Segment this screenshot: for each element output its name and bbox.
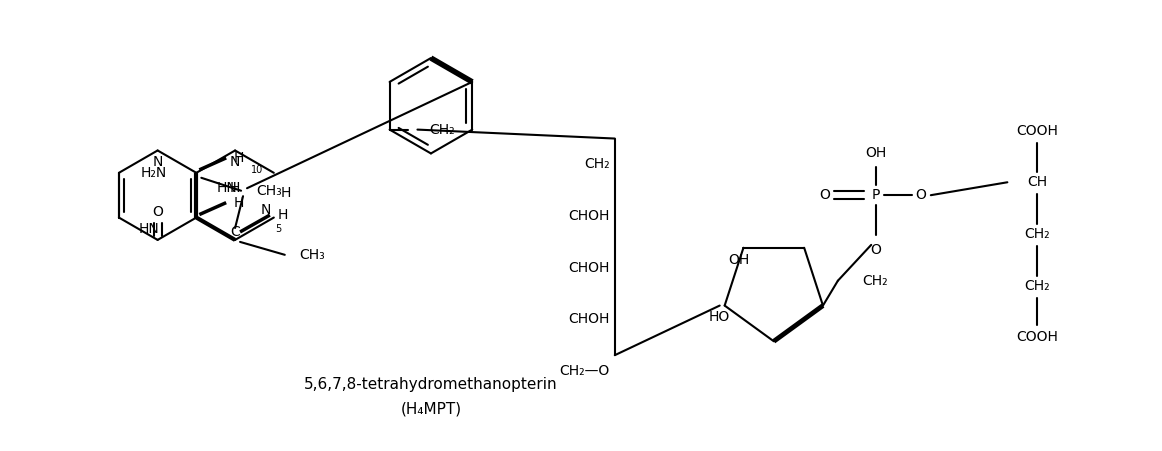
Text: OH: OH (727, 253, 749, 267)
Text: C: C (230, 225, 241, 239)
Text: CH₂: CH₂ (1025, 279, 1050, 293)
Text: O: O (916, 188, 926, 202)
Text: P: P (872, 188, 881, 202)
Text: H: H (234, 151, 244, 165)
Text: COOH: COOH (1017, 124, 1059, 138)
Text: HN: HN (138, 222, 159, 236)
Text: H₂N: H₂N (141, 166, 166, 180)
Text: CH₂: CH₂ (430, 123, 456, 137)
Text: O: O (819, 188, 830, 202)
Text: CHOH: CHOH (568, 313, 610, 327)
Text: CH: CH (1027, 175, 1047, 189)
Text: OH: OH (866, 147, 887, 161)
Text: H: H (278, 208, 288, 222)
Text: N: N (152, 156, 163, 170)
Text: CH₂—O: CH₂—O (560, 364, 610, 378)
Text: COOH: COOH (1017, 330, 1059, 344)
Text: CH₂: CH₂ (1025, 227, 1050, 241)
Text: H: H (280, 186, 290, 200)
Text: HN: HN (216, 181, 237, 195)
Text: CH₂: CH₂ (862, 274, 888, 288)
Text: 10: 10 (251, 166, 263, 175)
Text: (H₄MPT): (H₄MPT) (401, 401, 461, 416)
Text: CHOH: CHOH (568, 261, 610, 275)
Text: CH₃: CH₃ (256, 184, 281, 198)
Text: CHOH: CHOH (568, 209, 610, 223)
Text: N: N (260, 202, 271, 216)
Text: N: N (230, 156, 241, 170)
Text: CH₃: CH₃ (300, 248, 325, 262)
Text: HO: HO (709, 310, 730, 325)
Text: H: H (230, 181, 241, 195)
Text: 5,6,7,8-tetrahydromethanopterin: 5,6,7,8-tetrahydromethanopterin (304, 377, 558, 391)
Text: 5: 5 (275, 225, 282, 235)
Text: CH₂: CH₂ (584, 157, 610, 171)
Text: H: H (234, 196, 244, 210)
Text: O: O (870, 243, 882, 257)
Text: O: O (152, 205, 163, 219)
